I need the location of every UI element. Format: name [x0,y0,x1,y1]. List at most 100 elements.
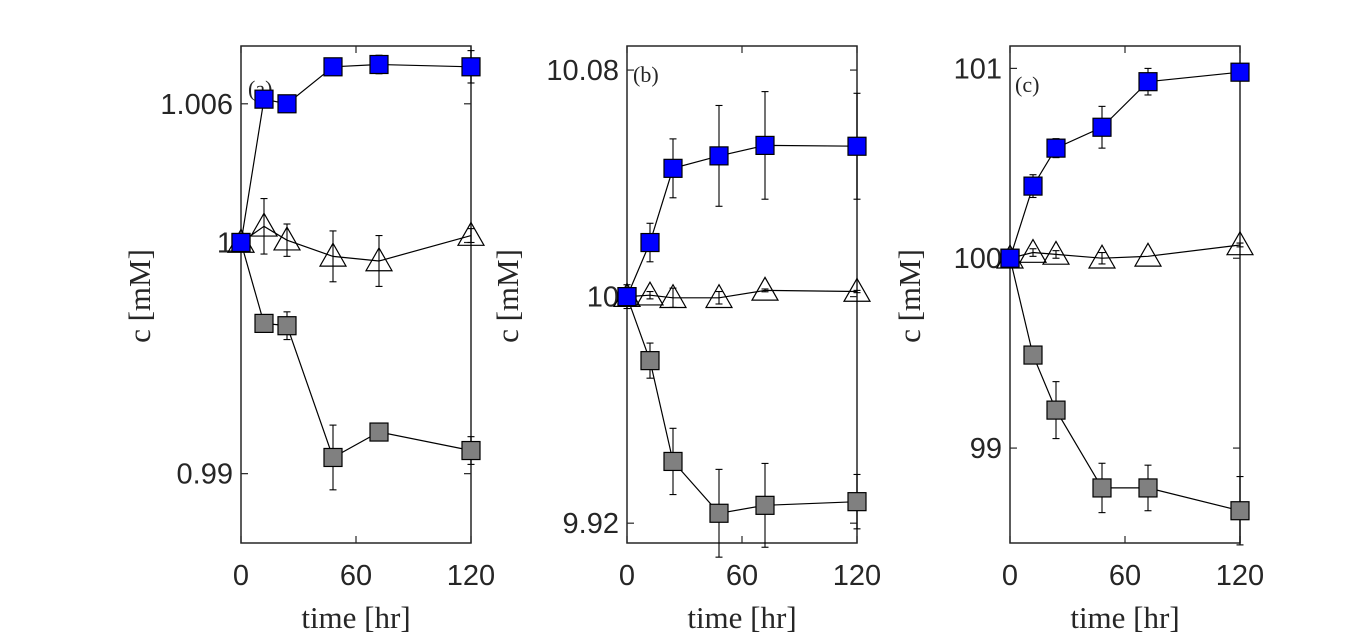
panel-a-point-gray [323,447,343,468]
panel-c-ticks: 99 100 101 0 60 120 [954,46,1264,592]
panel-a-point-triangle [364,246,394,272]
panel-b-ytick-label: 9.92 [563,508,619,540]
panel-b-point-blue [663,158,683,178]
panel-b-xtick-label: 120 [833,560,881,592]
panel-a-line-gray [240,242,472,459]
panel-a-point-triangle [318,242,348,267]
panel-c-xlabel: time [hr] [1070,600,1179,635]
panel-c-point-triangle [1133,242,1163,267]
panel-a-series-gray [231,232,481,491]
panel-a-point-blue [231,232,251,253]
panel-a-ytick-label: 1.006 [160,89,233,121]
panel-c-series-gray [1000,248,1250,546]
panel-b-line-blue [626,144,858,297]
panel-b-label: (b) [633,62,659,87]
panel-a-series-white [226,198,486,287]
panel-c-line-gray [1009,258,1241,512]
panel-b-ticks: 9.92 10 10.08 0 60 120 [546,46,881,592]
panel-a-point-blue [323,57,343,77]
panel-b-line-white [626,289,858,299]
panel-b-ytick-label: 10 [587,282,619,314]
panel-c-point-triangle [1018,238,1048,263]
panel-a-line-blue [240,63,472,243]
panel-c-point-gray [1230,501,1250,521]
panel-b-point-gray [709,503,729,523]
panel-c-point-blue [1046,138,1066,158]
panel-a-point-blue [277,94,297,114]
panel-b-xtick-label: 60 [726,560,758,592]
panel-b: c [mM] time [hr] (b) 9.92 10 10.08 0 60 120 [490,45,881,635]
panel-a-ylabel: c [mM] [122,249,157,343]
panel-c-point-blue [1092,117,1112,137]
panel-a-xtick-label: 0 [233,560,249,592]
panel-b-point-blue [617,287,637,307]
panel-c-series-blue [1000,62,1250,268]
panel-b-point-gray [755,495,775,515]
panel-c-point-blue [1230,62,1250,82]
panel-c-point-gray [1138,478,1158,498]
panel-b-point-triangle [842,277,872,302]
panel-a-point-gray [277,316,297,336]
panel-b-ytick-label: 10.08 [546,55,619,87]
panel-c-xtick-label: 60 [1109,560,1141,592]
panel-c-point-blue [1023,176,1043,196]
panel-b-series [612,91,872,558]
panel-b-point-blue [755,135,775,155]
panel-c-ytick-label: 99 [970,433,1002,465]
panel-b-line-gray [626,296,858,514]
panel-a-point-gray [369,422,389,442]
panel-c-point-gray [1092,478,1112,498]
panel-c-line-white [1009,244,1241,259]
panel-b-point-gray [640,351,660,371]
panel-b-point-triangle [704,283,734,309]
panel-c-ytick-label: 101 [954,53,1002,85]
panel-c-series [995,62,1255,546]
panel-b-series-white [612,276,872,309]
panel-c-ytick-label: 100 [954,243,1002,275]
panel-b-point-gray [847,492,867,512]
panel-a-point-triangle [272,225,302,251]
panel-a-ticks: 0.99 1 1.006 0 60 120 [160,46,495,592]
panel-a-point-gray [254,313,274,333]
panel-a-point-blue [461,57,481,77]
panel-c-point-triangle [1225,230,1255,256]
panel-a-point-triangle [249,212,279,237]
panel-c-xtick-label: 0 [1002,560,1018,592]
panel-c-point-triangle [1087,244,1117,269]
panel-b-point-blue [847,136,867,156]
panel-a-point-triangle [456,221,486,246]
panel-c: c [mM] time [hr] (c) 99 100 101 0 60 120 [892,45,1264,635]
panel-a-ytick-label: 1 [217,227,233,259]
panel-c-xtick-label: 120 [1216,560,1264,592]
panel-a-xtick-label: 60 [340,560,372,592]
panel-b-xtick-label: 0 [619,560,635,592]
panel-c-ylabel: c [mM] [892,249,927,343]
panel-a-point-gray [461,440,481,461]
panel-b-point-triangle [635,280,665,306]
panel-a-ytick-label: 0.99 [177,459,233,491]
panel-c-line-blue [1009,71,1241,259]
panel-c-frame [1009,45,1241,544]
panel-a-series-blue [231,50,481,253]
panel-a-point-blue [369,54,389,75]
panel-b-series-blue [617,91,867,307]
panel-c-point-blue [1000,248,1020,268]
panel-a-xlabel: time [hr] [301,600,410,635]
panel-b-point-triangle [750,276,780,301]
panel-c-series-white [995,230,1255,269]
panel-b-point-gray [663,451,683,472]
panel-b-point-triangle [658,283,688,309]
panel-b-xlabel: time [hr] [687,600,796,635]
panel-c-point-gray [1023,345,1043,365]
panel-a-xtick-label: 120 [447,560,495,592]
panel-a-series [226,50,486,491]
panel-c-point-triangle [1041,240,1071,265]
panel-a-frame [240,45,472,544]
panel-b-point-blue [640,232,660,253]
panel-b-series-gray [617,284,867,558]
panel-c-point-gray [1046,400,1066,420]
panel-c-point-blue [1138,72,1158,92]
panel-a-line-white [240,225,472,262]
